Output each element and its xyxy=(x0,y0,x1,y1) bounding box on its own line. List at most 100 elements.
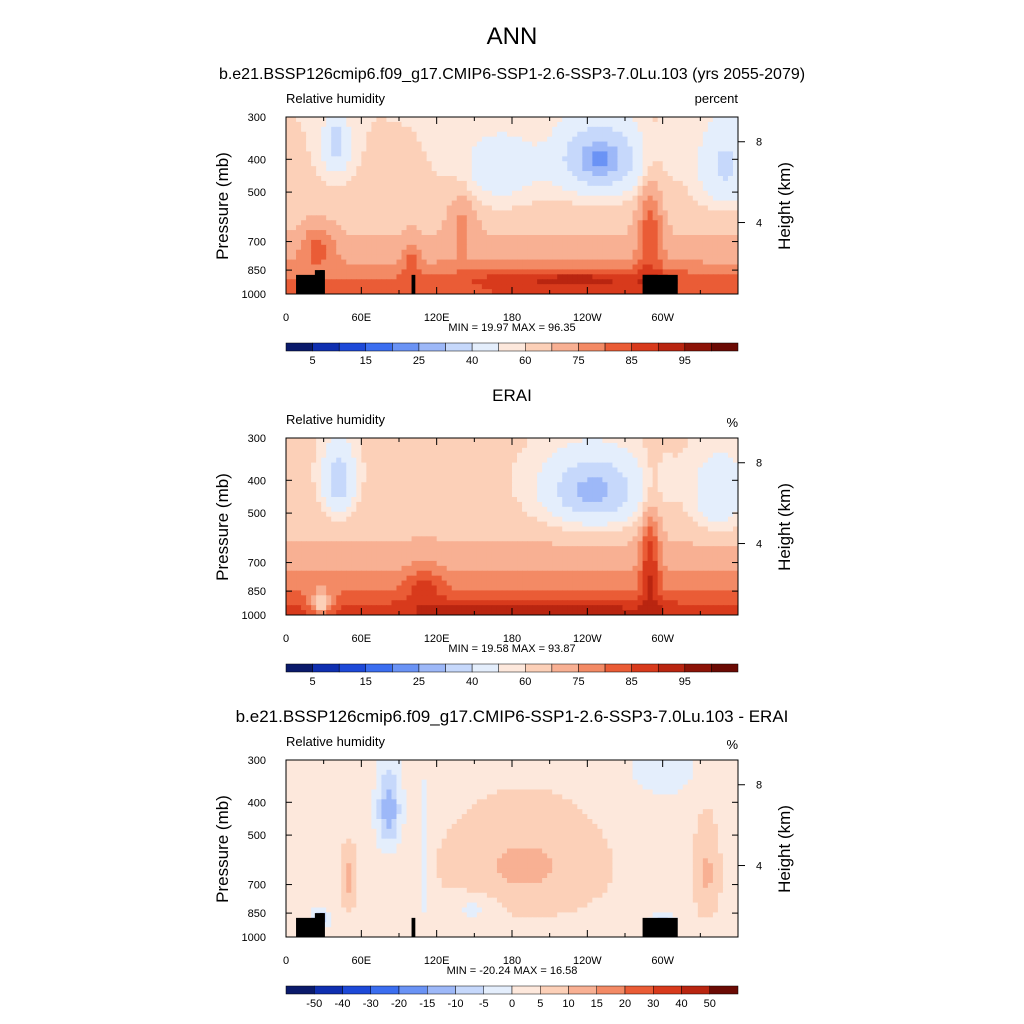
field-cell xyxy=(451,215,458,221)
field-cell xyxy=(321,239,327,246)
field-cell xyxy=(567,136,573,143)
field-cell xyxy=(607,121,614,128)
field-cell xyxy=(341,487,347,493)
field-cell xyxy=(331,487,337,493)
field-cell xyxy=(301,492,307,498)
field-cell xyxy=(522,442,528,449)
field-cell xyxy=(687,235,694,241)
field-cell xyxy=(301,235,307,241)
field-cell xyxy=(411,190,418,197)
field-cell xyxy=(496,176,503,182)
field-cell xyxy=(491,205,498,212)
field-cell xyxy=(506,205,513,212)
field-cell xyxy=(632,136,639,143)
field-cell xyxy=(306,210,312,216)
field-cell xyxy=(421,205,428,212)
field-cell xyxy=(662,166,669,172)
field-cell xyxy=(707,121,714,128)
field-cell xyxy=(537,185,543,192)
field-cell xyxy=(341,215,347,221)
field-cell xyxy=(316,195,322,202)
field-cell xyxy=(617,274,624,280)
field-cell xyxy=(547,457,553,464)
field-cell xyxy=(451,210,458,216)
field-cell xyxy=(567,447,573,454)
field-cell xyxy=(602,511,609,518)
field-cell xyxy=(732,225,738,231)
field-cell xyxy=(732,482,738,488)
field-cell xyxy=(506,230,513,236)
field-cell xyxy=(476,156,483,162)
field-cell xyxy=(717,230,724,236)
field-cell xyxy=(627,279,634,285)
field-cell xyxy=(366,492,372,498)
field-cell xyxy=(311,117,317,123)
field-cell xyxy=(642,121,649,128)
field-cell xyxy=(296,259,302,266)
field-cell xyxy=(346,136,352,143)
field-cell xyxy=(697,506,704,513)
field-cell xyxy=(657,269,664,275)
field-cell xyxy=(476,200,483,207)
field-cell xyxy=(486,477,493,483)
field-cell xyxy=(426,506,433,513)
field-cell xyxy=(296,230,302,236)
field-cell xyxy=(562,117,568,123)
field-cell xyxy=(642,452,649,459)
field-cell xyxy=(527,442,533,449)
field-cell xyxy=(486,492,493,498)
field-cell xyxy=(522,487,528,493)
field-cell xyxy=(522,225,528,231)
field-cell xyxy=(527,121,533,128)
field-cell xyxy=(286,497,292,503)
panel-erai-right-label: % xyxy=(726,415,738,430)
field-cell xyxy=(336,511,342,518)
field-cell xyxy=(687,151,694,157)
field-cell xyxy=(547,146,553,153)
field-cell xyxy=(712,254,719,261)
field-cell xyxy=(331,190,337,197)
field-cell xyxy=(466,438,473,444)
field-cell xyxy=(491,259,498,266)
field-cell xyxy=(311,244,317,251)
field-cell xyxy=(466,442,473,449)
field-cell xyxy=(376,121,383,128)
field-cell xyxy=(662,249,669,256)
field-cell xyxy=(416,526,423,533)
field-cell xyxy=(562,249,568,256)
field-cell xyxy=(637,482,644,488)
field-cell xyxy=(632,205,639,212)
field-cell xyxy=(512,190,518,197)
field-cell xyxy=(311,447,317,454)
field-cell xyxy=(597,230,603,236)
field-cell xyxy=(366,136,372,143)
field-cell xyxy=(697,254,704,261)
field-cell xyxy=(361,239,367,246)
field-cell xyxy=(567,467,573,474)
field-cell xyxy=(617,171,624,177)
field-cell xyxy=(291,225,297,231)
field-cell xyxy=(486,200,493,207)
field-cell xyxy=(441,126,448,133)
field-cell xyxy=(326,249,332,256)
field-cell xyxy=(557,447,563,454)
field-cell xyxy=(517,161,523,167)
field-cell xyxy=(712,467,719,474)
field-cell xyxy=(331,497,337,503)
field-cell xyxy=(547,171,553,177)
field-cell xyxy=(486,117,493,123)
field-cell xyxy=(491,516,498,523)
field-cell xyxy=(486,269,493,275)
field-cell xyxy=(627,452,634,459)
field-cell xyxy=(321,487,327,493)
field-cell xyxy=(672,190,679,197)
field-cell xyxy=(607,284,614,290)
field-cell xyxy=(712,457,719,464)
field-cell xyxy=(361,136,367,143)
field-cell xyxy=(441,215,448,221)
field-cell xyxy=(662,146,669,153)
field-cell xyxy=(406,447,413,454)
field-cell xyxy=(707,487,714,493)
field-cell xyxy=(456,462,463,469)
field-cell xyxy=(381,462,388,469)
